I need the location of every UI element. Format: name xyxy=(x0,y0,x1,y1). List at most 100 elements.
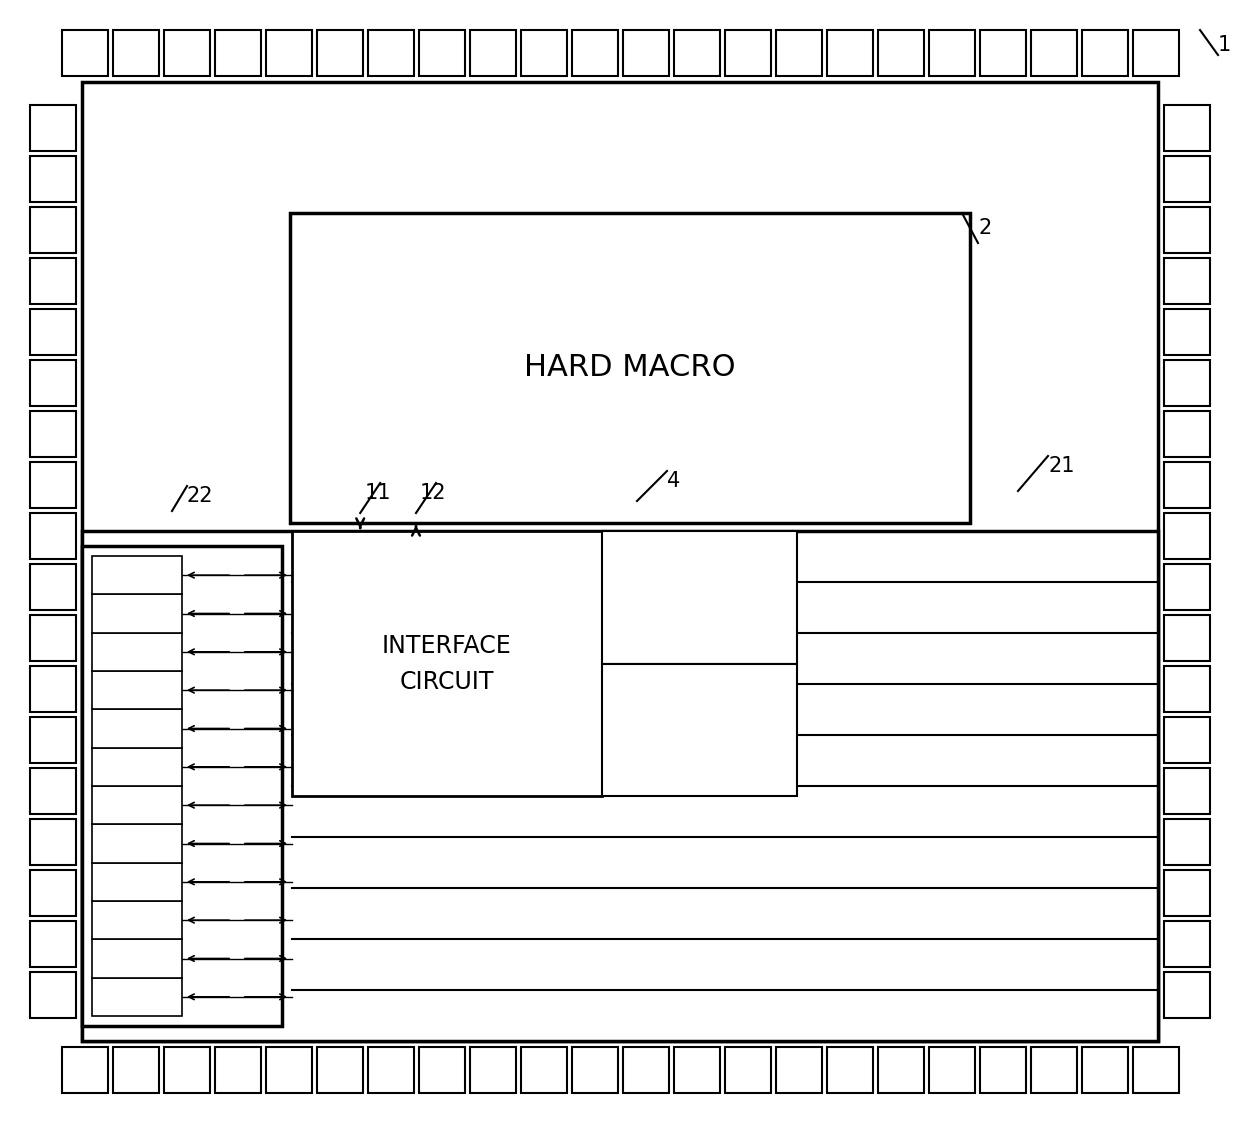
Bar xyxy=(1164,973,1210,1019)
Bar xyxy=(1132,1047,1178,1093)
Text: 1: 1 xyxy=(1218,35,1231,55)
Bar xyxy=(470,30,516,76)
Bar xyxy=(30,360,76,407)
Bar xyxy=(470,1047,516,1093)
Bar xyxy=(290,213,970,523)
Bar xyxy=(1164,309,1210,355)
Bar xyxy=(82,531,1158,1041)
Bar xyxy=(92,978,182,1016)
Bar xyxy=(1081,30,1127,76)
Text: INTERFACE: INTERFACE xyxy=(382,633,512,658)
Bar xyxy=(30,513,76,559)
Bar xyxy=(1164,104,1210,150)
Bar xyxy=(30,921,76,967)
Bar xyxy=(1164,411,1210,457)
Bar xyxy=(724,1047,770,1093)
Bar xyxy=(30,309,76,355)
Bar xyxy=(980,30,1025,76)
Bar xyxy=(316,30,362,76)
Bar xyxy=(980,1047,1025,1093)
Bar xyxy=(92,862,182,901)
Bar xyxy=(92,672,182,710)
Text: 4: 4 xyxy=(667,471,681,491)
Bar xyxy=(929,1047,975,1093)
Bar xyxy=(113,30,159,76)
Bar xyxy=(775,1047,821,1093)
Bar xyxy=(775,30,821,76)
Bar xyxy=(113,1047,159,1093)
Bar xyxy=(827,30,873,76)
Bar xyxy=(82,546,281,1026)
Text: 12: 12 xyxy=(420,483,446,503)
Bar xyxy=(30,615,76,661)
Bar xyxy=(1164,360,1210,407)
Bar xyxy=(367,1047,413,1093)
Bar xyxy=(673,1047,719,1093)
Bar xyxy=(265,30,311,76)
Bar xyxy=(1164,513,1210,559)
Bar xyxy=(878,30,924,76)
Bar xyxy=(316,1047,362,1093)
Bar xyxy=(572,1047,618,1093)
Text: 2: 2 xyxy=(978,218,991,238)
Bar xyxy=(30,462,76,508)
Bar xyxy=(82,82,1158,1041)
Bar xyxy=(1164,615,1210,661)
Bar xyxy=(215,1047,260,1093)
Bar xyxy=(572,30,618,76)
Bar xyxy=(62,1047,108,1093)
Bar xyxy=(92,748,182,786)
Bar xyxy=(30,104,76,150)
Bar xyxy=(521,1047,567,1093)
Bar xyxy=(1164,870,1210,916)
Bar xyxy=(30,666,76,712)
Bar xyxy=(1164,564,1210,610)
Bar xyxy=(1164,462,1210,508)
Bar xyxy=(164,1047,210,1093)
Bar xyxy=(30,973,76,1019)
Bar xyxy=(30,870,76,916)
Bar xyxy=(673,30,719,76)
Bar xyxy=(92,710,182,748)
Bar xyxy=(929,30,975,76)
Bar xyxy=(1164,768,1210,814)
Bar xyxy=(1164,258,1210,304)
Bar xyxy=(827,1047,873,1093)
Bar xyxy=(1030,30,1076,76)
Text: CIRCUIT: CIRCUIT xyxy=(399,669,495,694)
Bar xyxy=(92,824,182,862)
Bar xyxy=(92,594,182,632)
Text: 21: 21 xyxy=(1048,456,1075,476)
Text: 11: 11 xyxy=(365,483,391,503)
Bar xyxy=(724,30,770,76)
Bar xyxy=(291,531,601,796)
Bar xyxy=(30,156,76,202)
Bar xyxy=(215,30,260,76)
Bar xyxy=(1164,666,1210,712)
Bar xyxy=(30,207,76,253)
Bar xyxy=(1081,1047,1127,1093)
Bar xyxy=(30,411,76,457)
Bar xyxy=(164,30,210,76)
Bar xyxy=(62,30,108,76)
Bar xyxy=(1164,207,1210,253)
Bar xyxy=(92,632,182,672)
Bar xyxy=(1164,716,1210,763)
Bar xyxy=(521,30,567,76)
Bar xyxy=(92,786,182,824)
Bar xyxy=(601,531,797,664)
Bar xyxy=(419,30,465,76)
Text: HARD MACRO: HARD MACRO xyxy=(525,354,735,383)
Bar xyxy=(419,1047,465,1093)
Bar xyxy=(622,1047,668,1093)
Bar xyxy=(1164,819,1210,865)
Bar xyxy=(92,901,182,939)
Bar xyxy=(30,258,76,304)
Bar xyxy=(265,1047,311,1093)
Bar xyxy=(622,30,668,76)
Bar xyxy=(92,939,182,978)
Bar xyxy=(1132,30,1178,76)
Bar xyxy=(1164,921,1210,967)
Bar xyxy=(30,768,76,814)
Text: 22: 22 xyxy=(187,486,213,506)
